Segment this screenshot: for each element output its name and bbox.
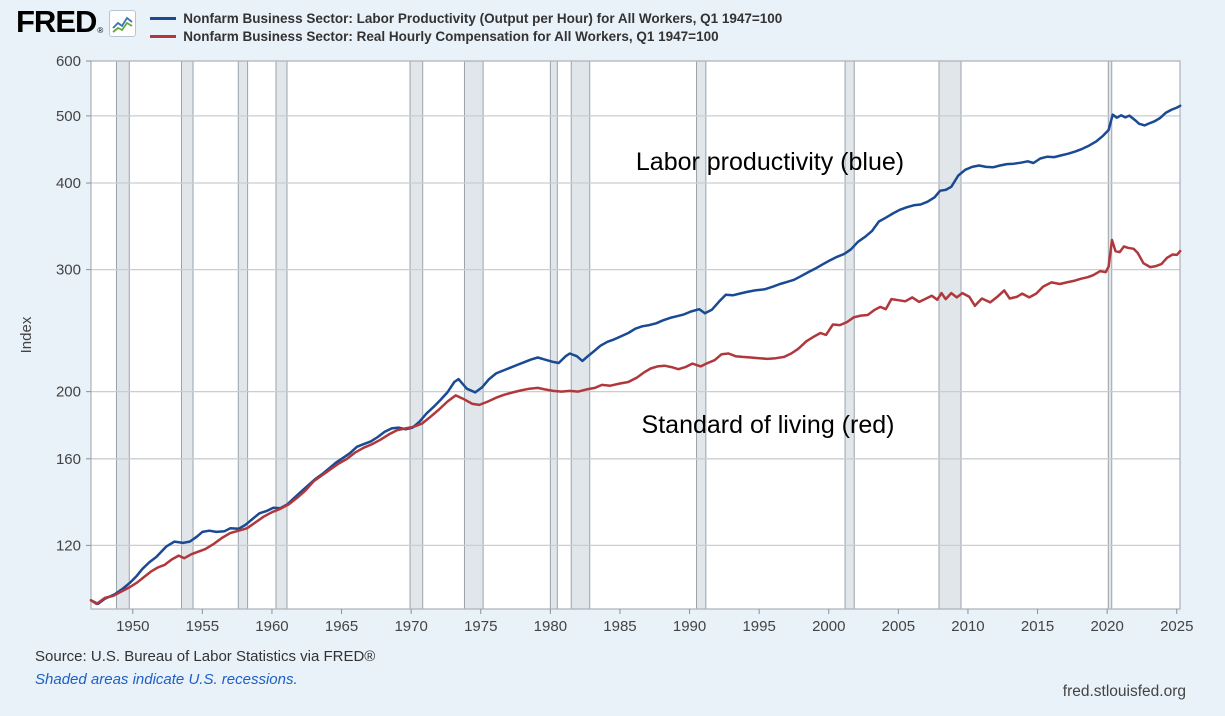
recession-band [464, 61, 484, 609]
x-axis-tick-label: 1985 [603, 618, 636, 635]
y-axis-tick-label: 600 [56, 53, 81, 70]
x-axis-tick-label: 2010 [951, 618, 984, 635]
y-axis-tick-label: 300 [56, 262, 81, 279]
x-axis-tick-label: 2025 [1160, 618, 1193, 635]
y-axis-tick-label: 200 [56, 384, 81, 401]
recession-band [845, 61, 855, 609]
recession-band [1108, 61, 1112, 609]
site-attribution: fred.stlouisfed.org [1062, 683, 1186, 700]
recession-band [116, 61, 130, 609]
y-axis-title: Index [18, 316, 35, 353]
x-axis-tick-label: 1980 [534, 618, 567, 635]
x-axis-tick-label: 2005 [882, 618, 915, 635]
x-axis-tick-label: 1995 [742, 618, 775, 635]
recessions-note-link[interactable]: Shaded areas indicate U.S. recessions. [35, 671, 298, 688]
legend: Nonfarm Business Sector: Labor Productiv… [150, 9, 782, 45]
x-axis-tick-label: 2000 [812, 618, 845, 635]
recession-band [181, 61, 194, 609]
legend-label: Nonfarm Business Sector: Labor Productiv… [183, 10, 783, 26]
recession-band [238, 61, 248, 609]
plot-area [91, 61, 1180, 609]
fred-logo: FRED ® [16, 6, 142, 38]
x-axis-tick-label: 1970 [394, 618, 427, 635]
x-axis-tick-label: 1990 [673, 618, 706, 635]
legend-item: Nonfarm Business Sector: Real Hourly Com… [150, 27, 782, 45]
legend-swatch [150, 16, 177, 20]
annotation-label: Standard of living (red) [642, 411, 895, 439]
recession-band [571, 61, 590, 609]
x-axis-tick-label: 2020 [1090, 618, 1123, 635]
legend-label: Nonfarm Business Sector: Real Hourly Com… [183, 28, 719, 44]
legend-item: Nonfarm Business Sector: Labor Productiv… [150, 9, 782, 27]
recession-band [275, 61, 287, 609]
header: FRED ® Nonfarm Business Sector: Labor Pr… [16, 6, 782, 45]
annotation-label: Labor productivity (blue) [636, 148, 904, 176]
recession-band [696, 61, 706, 609]
legend-swatch [150, 34, 177, 38]
real-hourly-compensation-line [89, 238, 1182, 606]
registered-mark-icon: ® [97, 26, 104, 35]
recession-band [550, 61, 558, 609]
fred-logo-chart-icon [109, 10, 137, 37]
y-axis-tick-label: 400 [56, 175, 81, 192]
y-axis-tick-label: 160 [56, 451, 81, 468]
x-axis-tick-label: 1955 [186, 618, 219, 635]
y-axis-tick-label: 500 [56, 108, 81, 125]
plot-border [90, 60, 1181, 610]
x-axis-tick-label: 1975 [464, 618, 497, 635]
x-axis-tick-label: 1965 [325, 618, 358, 635]
x-axis-tick-label: 2015 [1021, 618, 1054, 635]
fred-logo-text: FRED [16, 4, 97, 39]
recession-band [410, 61, 423, 609]
x-axis-tick-label: 1950 [116, 618, 149, 635]
source-text: Source: U.S. Bureau of Labor Statistics … [35, 648, 376, 665]
x-axis-tick-label: 1960 [255, 618, 288, 635]
recession-band [939, 61, 961, 609]
y-axis-tick-label: 120 [56, 537, 81, 554]
